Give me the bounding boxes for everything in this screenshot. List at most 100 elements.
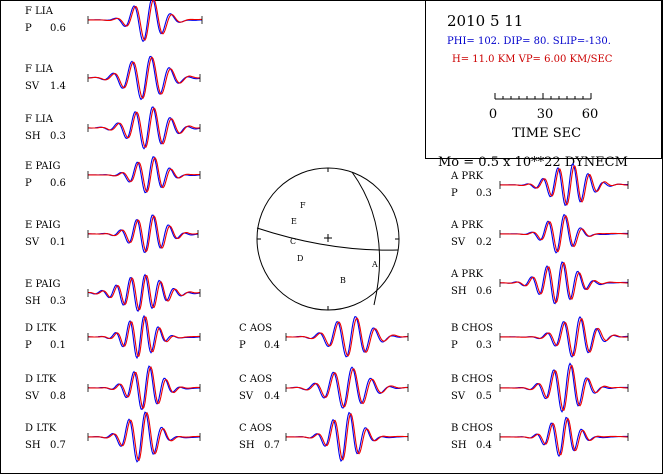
- panel-amplitude-label: 0.3: [50, 296, 66, 307]
- synthetic-waveform: [88, 411, 200, 462]
- panel-station-label: C AOS: [239, 374, 272, 385]
- waveform-panel: A PRK SH 0.6: [450, 261, 629, 305]
- synthetic-waveform: [500, 417, 628, 456]
- panel-amplitude-label: 0.4: [476, 440, 492, 451]
- panel-station-label: F LIA: [25, 114, 54, 125]
- panel-amplitude-label: 0.6: [50, 23, 66, 34]
- panel-station-label: E PAIG: [25, 279, 60, 290]
- panel-component-label: P: [25, 178, 32, 189]
- panel-amplitude-label: 0.1: [50, 237, 66, 248]
- panel-component-label: SH: [451, 440, 467, 451]
- observed-waveform: [88, 273, 201, 313]
- observed-waveform: [87, 55, 201, 101]
- observed-waveform: [286, 366, 409, 409]
- scale-tick-0: 0: [489, 107, 497, 122]
- panel-component-label: P: [25, 23, 32, 34]
- panel-station-label: E PAIG: [25, 220, 60, 231]
- scale-tick-60: 60: [582, 107, 599, 122]
- panel-amplitude-label: 0.6: [50, 178, 66, 189]
- fault-parameters: PHI= 102. DIP= 80. SLIP=-130.: [447, 36, 611, 47]
- panel-station-label: A PRK: [450, 269, 484, 280]
- panel-amplitude-label: 1.4: [50, 81, 66, 92]
- event-date: 2010 5 11: [447, 12, 523, 30]
- panel-component-label: SH: [239, 440, 255, 451]
- waveform-panel: F LIA P 0.6: [25, 0, 203, 43]
- synthetic-waveform: [88, 274, 201, 311]
- panel-component-label: SV: [25, 237, 40, 248]
- panel-component-label: P: [239, 340, 246, 351]
- synthetic-waveform: [88, 316, 200, 358]
- panel-component-label: P: [451, 188, 458, 199]
- depth-velocity: H= 11.0 KM VP= 6.00 KM/SEC: [452, 54, 613, 65]
- synthetic-waveform: [88, 156, 201, 193]
- nodal-plane-2: [351, 171, 381, 306]
- panel-station-label: F LIA: [25, 64, 54, 75]
- panel-amplitude-label: 0.3: [476, 188, 492, 199]
- panel-component-label: SH: [451, 286, 467, 297]
- time-scale-bar: 0 30 60 TIME SEC: [489, 93, 598, 141]
- waveform-panel: C AOS SV 0.4: [239, 366, 409, 409]
- panel-amplitude-label: 0.6: [476, 286, 492, 297]
- waveform-panel: B CHOS SH 0.4: [451, 416, 629, 458]
- waveform-panel: D LTK SH 0.7: [25, 411, 201, 463]
- synthetic-waveform: [88, 215, 199, 253]
- panel-amplitude-label: 0.7: [264, 440, 280, 451]
- scale-label: TIME SEC: [512, 126, 581, 141]
- panel-component-label: SV: [451, 237, 466, 248]
- synthetic-waveform: [499, 165, 628, 206]
- info-box-frame: [425, 0, 662, 159]
- station-mark-e: E: [291, 217, 297, 226]
- station-mark-f: F: [300, 201, 306, 210]
- waveform-panel: F LIA SH 0.3: [25, 106, 201, 150]
- waveform-panel: E PAIG SV 0.1: [25, 214, 199, 254]
- waveform-panel: A PRK SV 0.2: [450, 213, 629, 254]
- waveform-panel: C AOS SH 0.7: [239, 411, 409, 462]
- panel-station-label: B CHOS: [451, 423, 493, 434]
- panel-amplitude-label: 0.2: [476, 237, 492, 248]
- panel-component-label: SV: [239, 391, 254, 402]
- panel-component-label: SV: [25, 81, 40, 92]
- panel-amplitude-label: 0.4: [264, 340, 280, 351]
- panel-component-label: SH: [25, 131, 41, 142]
- info-box: 2010 5 11 PHI= 102. DIP= 80. SLIP=-130. …: [425, 0, 662, 159]
- scale-minor-ticks: [494, 93, 592, 99]
- panel-station-label: E PAIG: [25, 161, 60, 172]
- focal-mechanism: F E C D B A: [256, 167, 400, 311]
- station-mark-a: A: [371, 260, 378, 269]
- panel-component-label: P: [451, 340, 458, 351]
- seismic-moment: Mo = 0.5 x 10**22 DYNECM: [438, 155, 628, 170]
- panel-amplitude-label: 0.4: [264, 391, 280, 402]
- panel-station-label: F LIA: [25, 6, 54, 17]
- station-mark-c: C: [290, 237, 296, 246]
- panel-station-label: D LTK: [25, 374, 57, 385]
- panel-station-label: B CHOS: [451, 323, 493, 334]
- panel-component-label: SV: [25, 391, 40, 402]
- waveform-panel: D LTK SV 0.8: [25, 365, 201, 411]
- waveform-panel: E PAIG SH 0.3: [25, 273, 201, 313]
- panel-amplitude-label: 0.7: [50, 440, 66, 451]
- panel-station-label: A PRK: [450, 220, 484, 231]
- synthetic-waveform: [500, 261, 628, 304]
- synthetic-waveform: [285, 368, 409, 408]
- panel-amplitude-label: 0.1: [50, 340, 66, 351]
- synthetic-waveform: [88, 366, 200, 410]
- synthetic-waveform: [500, 318, 628, 357]
- synthetic-waveform: [87, 56, 201, 99]
- scale-tick-30: 30: [537, 107, 554, 122]
- panel-station-label: D LTK: [25, 323, 57, 334]
- synthetic-waveform: [500, 365, 629, 411]
- waveform-panel: D LTK P 0.1: [25, 314, 201, 360]
- panel-component-label: SH: [25, 440, 41, 451]
- waveform-panel: E PAIG P 0.6: [25, 156, 201, 194]
- synthetic-waveform: [500, 215, 628, 253]
- nodal-plane-1: [256, 227, 399, 251]
- panel-station-label: A PRK: [450, 171, 484, 182]
- synthetic-waveform: [88, 107, 201, 148]
- synthetic-waveform: [286, 317, 408, 357]
- panel-amplitude-label: 0.5: [476, 391, 492, 402]
- panel-component-label: SV: [451, 391, 466, 402]
- station-mark-b: B: [340, 276, 346, 285]
- panel-component-label: SH: [25, 296, 41, 307]
